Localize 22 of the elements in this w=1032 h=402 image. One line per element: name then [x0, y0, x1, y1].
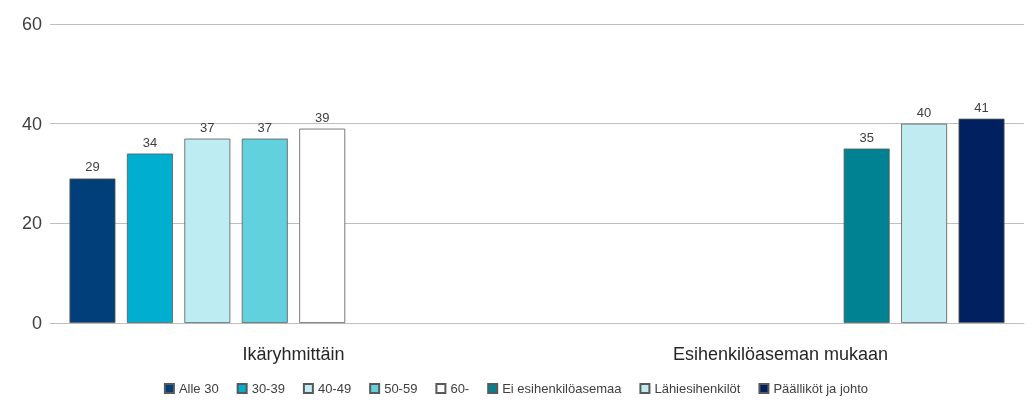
legend-label: Päälliköt ja johto [773, 381, 869, 396]
y-tick-label: 40 [21, 113, 42, 134]
data-label: 34 [142, 134, 158, 150]
y-tick-label: 0 [31, 313, 42, 333]
y-tick-label: 20 [21, 213, 42, 234]
legend-label: Alle 30 [178, 381, 219, 396]
x-tick-label: Esihenkilöaseman mukaan [672, 344, 889, 364]
legend-label: 30-39 [251, 381, 285, 396]
data-label: 41 [974, 99, 989, 115]
legend-label: Lähiesihenkilöt [654, 381, 741, 396]
legend-label: 40-49 [317, 381, 352, 396]
data-label: 37 [200, 119, 215, 135]
data-label: 35 [859, 129, 874, 145]
legend-label: Ei esihenkilöasemaa [502, 381, 623, 396]
data-label: 29 [85, 159, 100, 175]
data-label: 37 [257, 119, 273, 135]
legend-label: 50-59 [384, 381, 418, 396]
data-label: 39 [314, 109, 330, 125]
y-tick-label: 60 [21, 14, 42, 34]
data-label: 40 [916, 104, 932, 120]
x-tick-label: Ikäryhmittäin [242, 344, 345, 364]
legend-label: 60- [450, 381, 470, 396]
